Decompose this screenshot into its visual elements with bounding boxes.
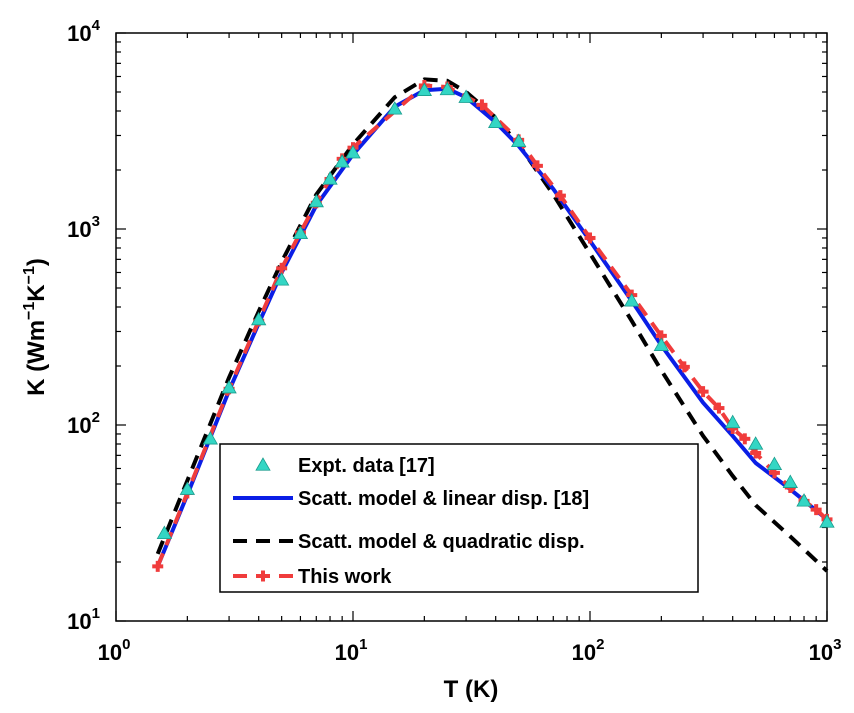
plus-marker	[678, 361, 690, 373]
y-axis-label-suffix: )	[23, 258, 50, 266]
y-tick-label: 102	[67, 409, 100, 438]
triangle-marker	[292, 225, 309, 240]
legend-entry: Expt. data [17]	[255, 455, 435, 477]
series-line	[155, 77, 829, 573]
triangle-marker	[308, 193, 324, 208]
y-tick-label: 104	[67, 17, 100, 46]
triangle-marker	[819, 514, 835, 528]
legend-label: This work	[298, 566, 392, 588]
axis-ticks	[115, 32, 828, 622]
x-tick-label: 100	[98, 636, 131, 665]
y-tick-labels: 101 102 103 104	[67, 17, 100, 634]
legend-label: Scatt. model & quadratic disp.	[298, 531, 585, 553]
legend-label: Scatt. model & linear disp. [18]	[298, 488, 589, 510]
y-axis-label-prefix: K (Wm	[23, 320, 50, 396]
triangle-marker	[747, 436, 764, 450]
series-1	[156, 81, 835, 540]
triangle-marker	[387, 101, 403, 115]
triangle-marker	[179, 481, 196, 495]
triangle-marker	[439, 81, 456, 96]
triangle-marker	[273, 272, 290, 286]
triangle-marker	[796, 493, 812, 507]
plus-marker	[584, 232, 596, 244]
plus-marker	[713, 402, 725, 414]
series-layer	[152, 77, 835, 573]
triangle-marker	[766, 456, 783, 470]
triangle-marker	[510, 133, 527, 148]
plus-marker	[476, 99, 488, 111]
plus-marker	[554, 190, 566, 202]
triangle-marker	[156, 525, 173, 540]
plus-marker	[739, 433, 751, 445]
triangle-marker	[458, 89, 474, 103]
triangle-marker	[202, 431, 219, 445]
triangle-marker	[724, 414, 741, 429]
x-tick-label: 101	[335, 636, 368, 665]
x-tick-label: 102	[572, 636, 605, 665]
y-axis-label: K (Wm−1K−1)	[21, 258, 50, 396]
legend-items: Expt. data [17] Scatt. model & linear dis…	[233, 455, 589, 588]
x-tick-labels: 100 101 102 103	[98, 636, 842, 665]
triangle-marker	[250, 311, 267, 326]
y-axis-label-exp2: −1	[21, 266, 38, 284]
legend-entry: Scatt. model & quadratic disp.	[233, 531, 585, 553]
plus-marker	[810, 504, 822, 516]
triangle-marker	[255, 457, 271, 471]
triangle-marker	[653, 337, 670, 351]
y-axis-label-exp1: −1	[21, 302, 38, 320]
triangle-marker	[322, 171, 338, 185]
plus-marker	[152, 560, 164, 572]
series-3	[155, 77, 829, 573]
x-axis-label: T (K)	[444, 676, 499, 703]
legend-entry: This work	[233, 566, 392, 588]
legend-entry: Scatt. model & linear disp. [18]	[233, 488, 589, 510]
triangle-marker	[334, 154, 350, 168]
legend-label: Expt. data [17]	[298, 455, 435, 477]
triangle-marker	[221, 379, 237, 394]
triangle-marker	[624, 293, 640, 307]
y-tick-label: 101	[67, 605, 100, 634]
plus-marker	[276, 262, 288, 274]
y-axis-label-middle: K	[23, 284, 50, 302]
triangle-marker	[487, 114, 504, 129]
triangle-marker	[416, 82, 433, 96]
plus-marker	[257, 570, 269, 582]
triangle-marker	[782, 474, 798, 488]
x-tick-label: 103	[809, 636, 842, 665]
triangle-marker	[345, 144, 361, 159]
y-tick-label: 103	[67, 213, 100, 242]
legend: Expt. data [17] Scatt. model & linear dis…	[219, 443, 699, 593]
plus-marker	[531, 160, 543, 172]
legend-box	[219, 443, 699, 593]
plus-marker	[697, 386, 709, 398]
